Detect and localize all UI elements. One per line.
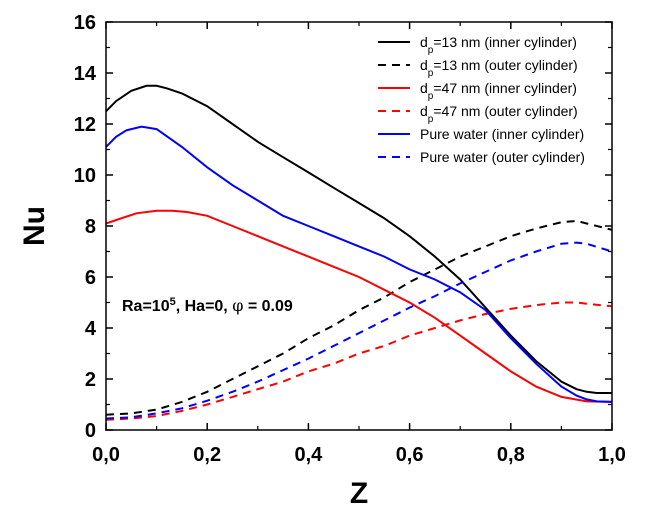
series-line-4 [105,125,613,403]
legend-label-2: dp=47 nm (inner cylinder) [420,80,577,102]
series-line-3 [105,301,613,421]
y-tick-label: 10 [74,165,96,187]
series-line-5 [105,241,613,420]
legend: dp=13 nm (inner cylinder)dp=13 nm (outer… [378,34,585,165]
annotation: Ra=105, Ha=0, φ = 0.09 [122,296,293,315]
legend-label-5: Pure water (outer cylinder) [420,149,585,165]
legend-label-1: dp=13 nm (outer cylinder) [420,57,578,79]
x-tick-label: 0,6 [396,444,424,466]
y-axis-title: Nu [18,206,51,246]
plot-area [105,84,613,421]
x-tick-label: 0,4 [294,444,323,466]
legend-label-0: dp=13 nm (inner cylinder) [420,34,577,56]
y-tick-label: 6 [85,267,96,289]
x-tick-label: 0,0 [92,444,120,466]
series-line-1 [105,219,613,416]
legend-label-3: dp=47 nm (outer cylinder) [420,103,578,125]
x-tick-label: 1,0 [598,444,626,466]
series-line-2 [105,209,613,403]
x-tick-label: 0,2 [193,444,221,466]
x-tick-label: 0,8 [497,444,525,466]
y-tick-label: 4 [85,318,97,340]
y-tick-label: 14 [74,63,97,85]
y-tick-label: 0 [85,420,96,442]
y-tick-label: 12 [74,114,96,136]
parameter-annotation: Ra=105, Ha=0, φ = 0.09 [122,296,293,315]
axes: 0,0 0,2 0,4 0,6 0,8 1,0 0 2 4 6 8 10 12 14 16 Z Nu [18,12,626,510]
legend-label-4: Pure water (inner cylinder) [420,126,584,142]
y-tick-label: 8 [85,216,96,238]
y-tick-label: 16 [74,12,96,34]
y-tick-label: 2 [85,369,96,391]
series-line-0 [105,84,612,394]
x-axis-title: Z [350,477,368,510]
